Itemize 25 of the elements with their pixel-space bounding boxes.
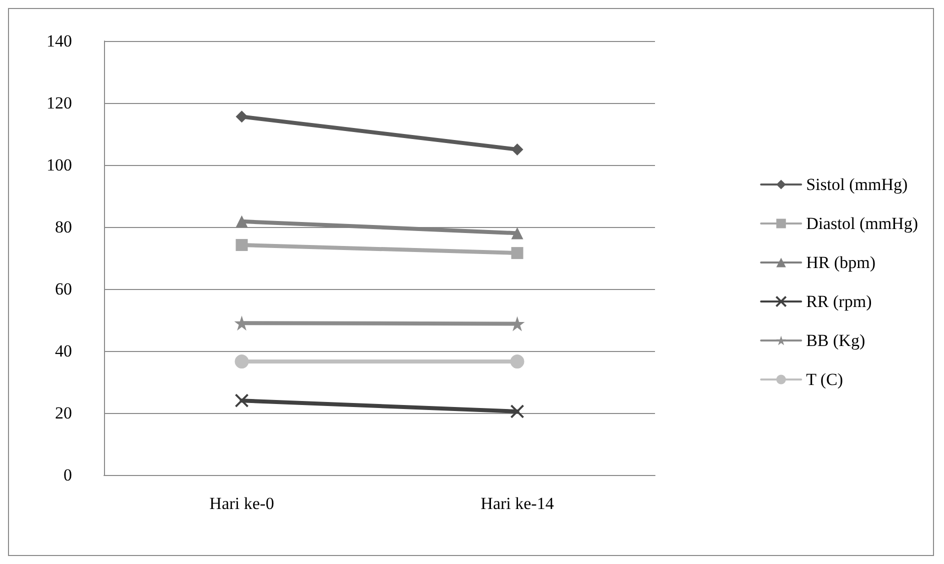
- legend-label: BB (Kg): [806, 331, 866, 350]
- point: [236, 238, 248, 251]
- point: [511, 144, 524, 156]
- y-tick-label: 40: [55, 342, 72, 360]
- point: [510, 354, 524, 369]
- legend-label: Diastol (mmHg): [806, 214, 918, 233]
- y-tick-label: 0: [64, 466, 72, 484]
- point: [236, 110, 248, 123]
- point: [511, 247, 524, 260]
- legend-label: Sistol (mmHg): [806, 175, 908, 194]
- legend-label: HR (bpm): [806, 253, 876, 272]
- y-tick-label: 120: [46, 94, 72, 112]
- y-tick-label: 20: [55, 404, 72, 422]
- legend-label: RR (rpm): [806, 292, 872, 311]
- y-tick-label: 80: [55, 218, 72, 236]
- point: [510, 404, 524, 418]
- point: [234, 316, 250, 331]
- point: [234, 354, 249, 369]
- point: [234, 394, 249, 408]
- y-tick-label: 100: [46, 156, 72, 174]
- x-tick-label: Hari ke-0: [209, 494, 274, 513]
- y-tick-label: 140: [46, 32, 72, 50]
- x-tick-label: Hari ke-14: [480, 494, 554, 513]
- legend-label: T (C): [806, 370, 844, 389]
- y-tick-label: 60: [55, 280, 72, 298]
